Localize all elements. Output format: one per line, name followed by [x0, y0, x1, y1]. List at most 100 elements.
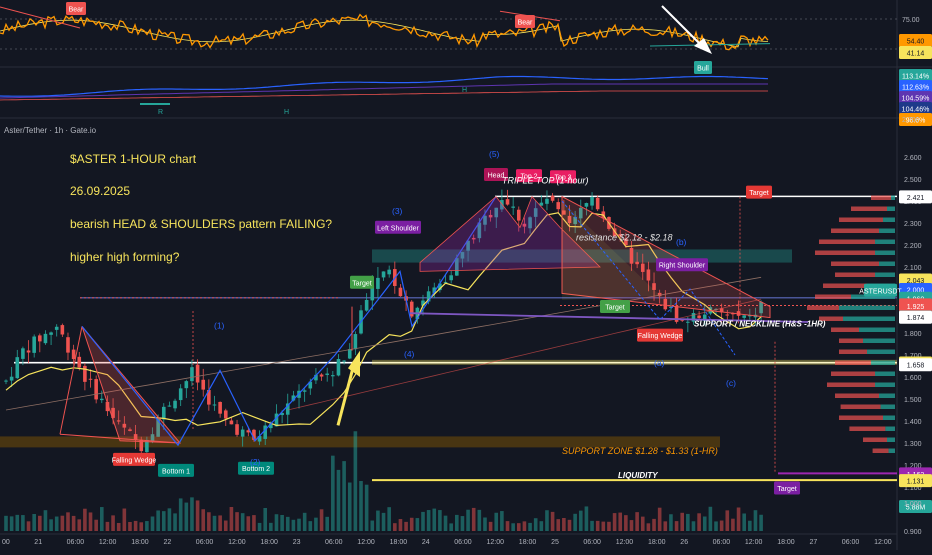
- volume-profile: [807, 195, 895, 453]
- volume-bar: [381, 512, 386, 531]
- volume-bar: [252, 515, 256, 531]
- annotation-date: 26.09.2025: [70, 184, 130, 198]
- candle-body: [38, 335, 42, 342]
- volume-bar: [550, 511, 555, 531]
- price-tick: 1.800: [904, 331, 922, 338]
- volume-bar: [731, 518, 735, 531]
- candle-body: [364, 299, 369, 311]
- osc-bull-label: Bull: [694, 61, 712, 74]
- candle-body: [466, 240, 470, 251]
- candle-body: [516, 209, 521, 221]
- volume-bar: [269, 522, 273, 531]
- candle-body: [167, 405, 172, 407]
- osc-line: [0, 13, 769, 51]
- candle-body: [331, 375, 335, 377]
- time-tick: 06:00: [713, 539, 731, 546]
- support-zone: [0, 436, 720, 448]
- price-badge-bg: [899, 310, 932, 324]
- candle-body: [556, 202, 561, 210]
- candle-body: [421, 300, 425, 306]
- candle-body: [567, 215, 572, 224]
- price-badge: 1.925: [899, 299, 932, 313]
- target-label: Target: [600, 300, 630, 313]
- osc-bear-label: Bear: [66, 2, 86, 15]
- time-tick: 27: [810, 539, 818, 546]
- time-axis[interactable]: 00 21 06:00 12:00 18:00 22 06:00 12:00 18:00 23 06…: [2, 539, 892, 546]
- candle-body: [624, 238, 628, 246]
- time-tick: 06:00: [196, 539, 214, 546]
- price-tick: 1.600: [904, 375, 922, 382]
- ind-r-label: R: [158, 109, 163, 116]
- ind-line-red: [0, 90, 768, 101]
- price-badge-bg: [899, 358, 932, 372]
- candle-body: [635, 261, 639, 265]
- volume-bar: [161, 511, 166, 531]
- candle-body: [691, 313, 696, 322]
- bottom1-label-bg: [158, 463, 194, 477]
- volume-bar: [347, 482, 352, 531]
- price-tick: 2.600: [904, 155, 922, 162]
- price-badge-bg: [899, 299, 932, 313]
- time-tick: 12:00: [99, 539, 117, 546]
- volume-bar: [539, 521, 544, 531]
- volume-bar: [353, 431, 358, 531]
- volume-bar: [680, 512, 685, 531]
- target-label: Target: [746, 185, 772, 199]
- falling-wedge-label: Falling Wedge: [637, 328, 683, 342]
- abc-wave: [561, 200, 736, 356]
- time-tick: 06:00: [842, 539, 860, 546]
- volume-bar: [190, 497, 194, 531]
- volume-bar: [150, 516, 155, 531]
- profile-bar-up: [859, 327, 895, 332]
- volume-bar: [223, 520, 228, 531]
- time-tick: 18:00: [777, 539, 795, 546]
- candle-body: [252, 429, 256, 440]
- candle-body: [302, 390, 307, 392]
- volume-bar: [483, 517, 487, 531]
- volume-bar: [635, 512, 639, 531]
- candle-body: [702, 314, 707, 322]
- candle-body: [725, 314, 730, 316]
- pointer-arrow-head: [694, 38, 712, 54]
- profile-bar-up: [879, 393, 895, 398]
- triple-top-label: TRIPLE TOP (1-hour): [502, 175, 589, 185]
- ind-badge-text: 104.59%: [902, 96, 930, 103]
- volume-bar: [753, 510, 758, 531]
- candle-body: [387, 269, 391, 275]
- volume-bar: [9, 516, 14, 531]
- support-band: [372, 359, 897, 365]
- volume-bar: [409, 517, 414, 531]
- candle-body: [308, 381, 313, 389]
- candle-body: [133, 434, 138, 440]
- candle-body: [381, 271, 386, 278]
- candle-body: [455, 258, 459, 276]
- volume-bar: [426, 510, 431, 531]
- candle-body: [342, 360, 346, 362]
- profile-bar-down: [839, 349, 867, 354]
- profile-bar-up: [875, 272, 895, 277]
- candle-body: [742, 315, 746, 318]
- profile-bar-up: [875, 382, 895, 387]
- volume-bar: [573, 513, 577, 531]
- profile-bar-down: [819, 239, 875, 244]
- volume-bar: [297, 518, 301, 531]
- ind-badge: 96.6%: [899, 113, 932, 126]
- candle-body: [612, 228, 617, 237]
- time-tick: 23: [293, 539, 301, 546]
- volume-bar: [178, 498, 183, 531]
- wave-label: (c): [726, 378, 736, 388]
- candle-body: [54, 326, 59, 330]
- candle-body: [257, 436, 262, 442]
- candle-body: [578, 207, 583, 219]
- target-label-text: Target: [749, 190, 769, 197]
- candle-body: [291, 395, 296, 401]
- price-axis[interactable]: 2.6002.5002.4002.3002.2002.1002.0001.900…: [859, 155, 932, 536]
- candle-body: [409, 301, 414, 317]
- wave-label: (3): [392, 206, 403, 216]
- price-tick: 1.000: [904, 501, 922, 508]
- candle-body: [77, 356, 82, 368]
- price-badge-bg: [864, 283, 897, 297]
- target-label-bg: [600, 300, 630, 313]
